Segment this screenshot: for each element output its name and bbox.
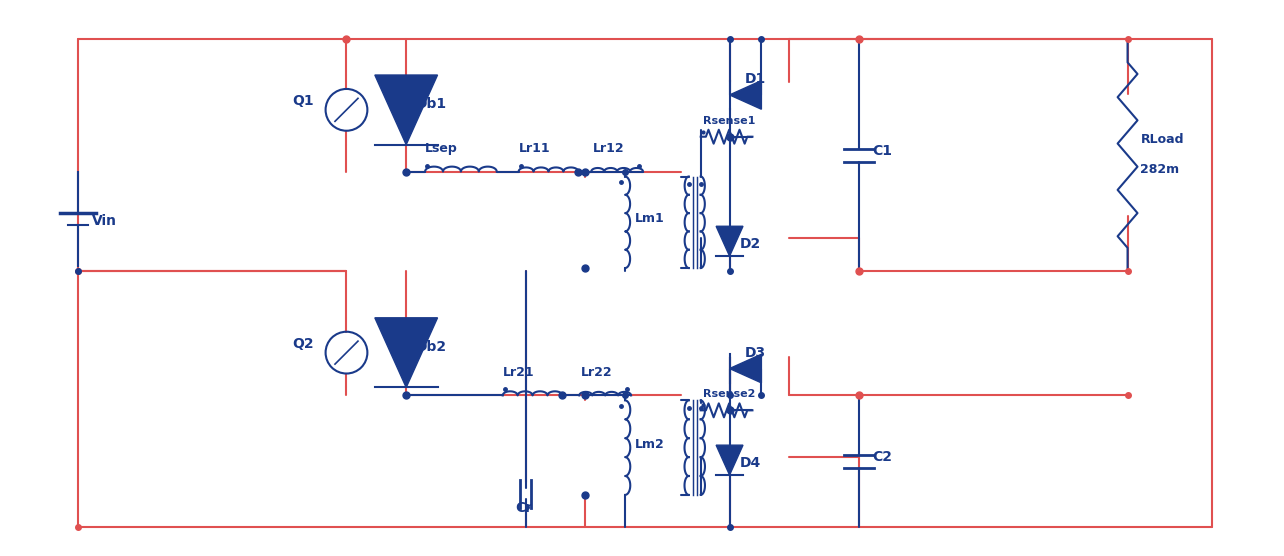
Text: Cr: Cr: [516, 501, 533, 515]
Text: Lr12: Lr12: [593, 142, 625, 155]
Text: Db1: Db1: [416, 97, 447, 111]
Text: Lr21: Lr21: [503, 365, 534, 379]
Polygon shape: [375, 75, 438, 145]
Polygon shape: [716, 445, 743, 475]
Polygon shape: [375, 318, 438, 388]
Text: Rsense1: Rsense1: [702, 116, 755, 126]
Text: Lsep: Lsep: [425, 142, 458, 155]
Text: Q2: Q2: [291, 336, 313, 351]
Text: D4: D4: [740, 456, 760, 470]
Text: Lr11: Lr11: [519, 142, 551, 155]
Text: Lm1: Lm1: [636, 212, 665, 225]
Text: D3: D3: [745, 346, 765, 360]
Text: C2: C2: [872, 450, 892, 464]
Polygon shape: [729, 354, 761, 383]
Text: 282m: 282m: [1140, 163, 1180, 176]
Text: D2: D2: [740, 237, 760, 251]
Polygon shape: [729, 81, 761, 109]
Text: C1: C1: [872, 144, 892, 158]
Text: Rsense2: Rsense2: [702, 389, 755, 399]
Text: Lm2: Lm2: [636, 438, 665, 451]
Text: Lr22: Lr22: [582, 365, 612, 379]
Text: Db2: Db2: [416, 340, 447, 354]
Text: RLoad: RLoad: [1140, 133, 1184, 146]
Polygon shape: [716, 226, 743, 256]
Text: D1: D1: [745, 72, 765, 86]
Text: Vin: Vin: [91, 214, 117, 229]
Text: Q1: Q1: [291, 94, 313, 108]
